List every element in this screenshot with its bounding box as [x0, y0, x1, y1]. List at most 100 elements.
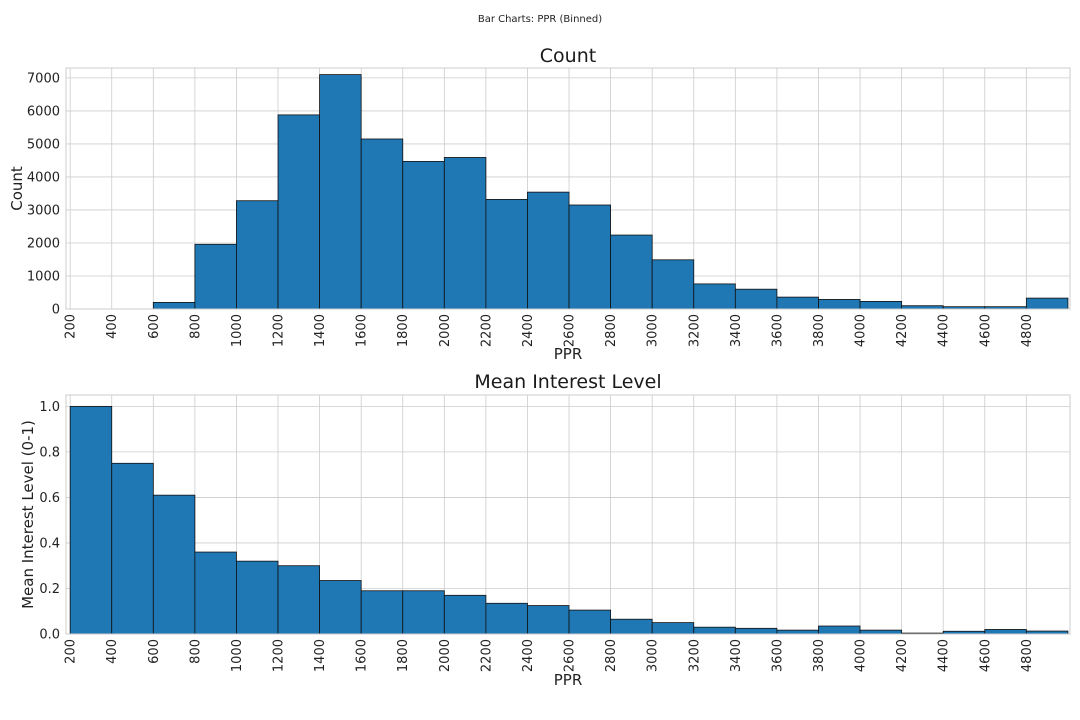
x-tick-label: 3400 [729, 639, 744, 672]
x-tick-label: 800 [188, 314, 203, 339]
bar [568, 204, 612, 310]
bar [527, 191, 570, 310]
bar [734, 288, 778, 310]
bar [402, 590, 445, 635]
bar [319, 580, 362, 635]
bar [734, 627, 778, 635]
x-tick-label: 200 [64, 639, 79, 664]
bar [610, 618, 653, 635]
x-tick-label: 2000 [438, 639, 453, 672]
x-tick-label: 2600 [563, 639, 578, 672]
y-tick-label: 1000 [27, 269, 60, 284]
bar [194, 243, 237, 310]
x-tick-label: 800 [188, 639, 203, 664]
plot-frame [65, 394, 1071, 635]
x-tick-label: 400 [105, 639, 120, 664]
bar [693, 283, 736, 310]
x-tick-label: 4800 [1020, 314, 1035, 347]
bar [152, 301, 196, 310]
x-tick-label: 1400 [313, 639, 328, 672]
x-tick-label: 3400 [729, 314, 744, 347]
x-tick-label: 3000 [646, 314, 661, 347]
x-tick-label: 2400 [521, 639, 536, 672]
x-tick-label: 4400 [937, 314, 952, 347]
x-tick-label: 1600 [355, 314, 370, 347]
x-tick-label: 2200 [479, 639, 494, 672]
y-tick-label: 5000 [27, 137, 60, 152]
bar [277, 114, 320, 310]
x-tick-label: 4000 [854, 639, 869, 672]
y-tick-label: 0.0 [39, 628, 60, 643]
y-tick-label: 6000 [27, 104, 60, 119]
x-tick-label: 2600 [563, 314, 578, 347]
bar [568, 609, 612, 635]
y-tick-label: 0.6 [39, 491, 60, 506]
y-tick-label: 4000 [27, 170, 60, 185]
x-tick-label: 2400 [521, 314, 536, 347]
y-tick-label: 2000 [27, 236, 60, 251]
x-tick-label: 200 [64, 314, 79, 339]
bar [236, 560, 279, 635]
bar [443, 157, 487, 310]
x-tick-label: 2000 [438, 314, 453, 347]
bar [693, 626, 736, 635]
mean-interest-chart-panel: 0.0 0.2 0.4 0.6 0.8 1.0 200 400 600 800 1000 1200 14… [19, 371, 1071, 689]
bar [236, 200, 279, 310]
bar [818, 299, 861, 310]
x-tick-label: 1200 [272, 639, 287, 672]
y-tick-label: 0.8 [39, 445, 60, 460]
bar [194, 551, 237, 635]
y-axis-label: Count [8, 166, 26, 211]
count-chart-panel: 0 1000 2000 3000 4000 5000 6000 7000 200 400 600 80… [8, 45, 1071, 363]
bar [776, 629, 819, 635]
x-tick-label: 3600 [770, 639, 785, 672]
bar [984, 629, 1027, 635]
bar [651, 622, 695, 635]
bar [776, 296, 819, 310]
x-tick-label: 2200 [479, 314, 494, 347]
y-tick-label: 1.0 [39, 400, 60, 415]
bar [360, 590, 404, 635]
x-tick-label: 600 [147, 639, 162, 664]
y-axis-label: Mean Interest Level (0-1) [19, 420, 37, 609]
x-tick-label: 3800 [812, 639, 827, 672]
x-tick-label: 2800 [604, 639, 619, 672]
bar [859, 629, 903, 635]
x-tick-label: 1400 [313, 314, 328, 347]
x-tick-label: 4200 [895, 314, 910, 347]
plot-frame [65, 67, 1071, 310]
x-tick-label: 1600 [355, 639, 370, 672]
bar [1025, 297, 1069, 310]
x-tick-label: 3800 [812, 314, 827, 347]
y-tick-label: 0.2 [39, 582, 60, 597]
bar [360, 138, 404, 310]
x-tick-label: 4000 [854, 314, 869, 347]
bar [69, 405, 113, 635]
bar [111, 462, 154, 635]
bar [818, 625, 861, 635]
x-tick-label: 4800 [1020, 639, 1035, 672]
x-tick-label: 1000 [230, 639, 245, 672]
x-tick-label: 1200 [272, 314, 287, 347]
bar [152, 494, 196, 635]
bar [443, 594, 487, 635]
x-tick-label: 3200 [687, 639, 702, 672]
chart-title: Mean Interest Level [474, 371, 661, 393]
x-axis-label: PPR [554, 345, 583, 363]
x-tick-label: 1800 [396, 314, 411, 347]
y-tick-label: 0.4 [39, 536, 60, 551]
x-tick-label: 2800 [604, 314, 619, 347]
x-tick-label: 1000 [230, 314, 245, 347]
x-tick-label: 400 [105, 314, 120, 339]
bar [610, 234, 653, 310]
y-tick-label: 7000 [27, 71, 60, 86]
bar [527, 605, 570, 635]
x-tick-label: 4200 [895, 639, 910, 672]
x-axis-label: PPR [554, 671, 583, 689]
x-tick-label: 3200 [687, 314, 702, 347]
x-tick-label: 600 [147, 314, 162, 339]
x-tick-label: 3600 [770, 314, 785, 347]
chart-title: Count [540, 45, 596, 67]
bar [859, 301, 903, 310]
x-tick-label: 3000 [646, 639, 661, 672]
